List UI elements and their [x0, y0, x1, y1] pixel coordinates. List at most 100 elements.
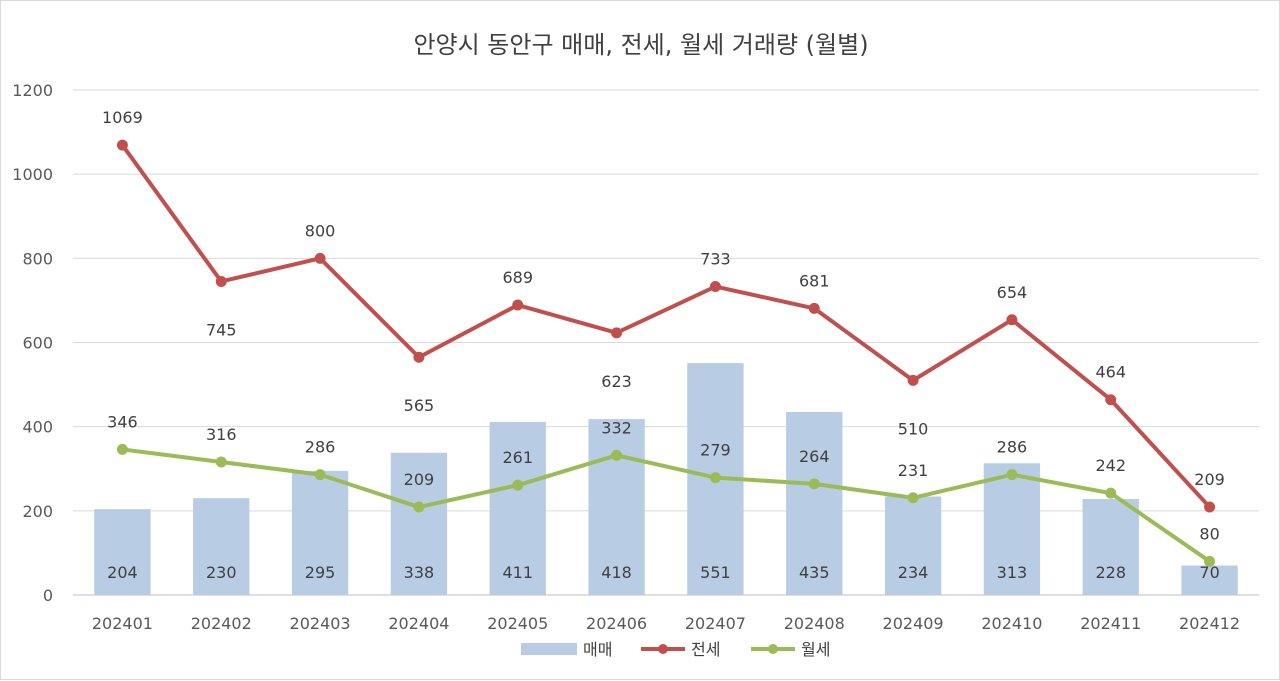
line-data-label: 1069 — [102, 108, 143, 127]
line-data-label: 286 — [997, 438, 1028, 457]
x-tick-label: 202407 — [685, 614, 746, 633]
bar — [884, 496, 942, 595]
legend: 매매 전세 월세 — [521, 640, 830, 659]
legend-label: 전세 — [691, 640, 720, 659]
legend-label: 매매 — [583, 640, 612, 659]
line-data-label: 346 — [107, 412, 138, 431]
line-series-group: 1069 745 800 565 689 623 733 681 510 654 464 209 346… — [102, 108, 1225, 567]
x-tick-label: 202406 — [586, 614, 647, 633]
y-tick-label: 600 — [22, 334, 53, 353]
line-point — [215, 456, 227, 468]
bar-data-label: 418 — [601, 563, 632, 582]
bar-data-label: 204 — [107, 563, 138, 582]
bar-series-group: 204 230 295 338 411 418 551 435 234 313 228 70 — [94, 363, 1238, 595]
legend-marker — [768, 644, 778, 654]
line-data-label: 231 — [898, 461, 929, 480]
bar — [489, 422, 546, 595]
line-point — [611, 449, 623, 461]
x-tick-label: 202408 — [784, 614, 845, 633]
x-tick-label: 202410 — [981, 614, 1042, 633]
x-tick-label: 202402 — [191, 614, 252, 633]
bar — [588, 419, 645, 595]
bar-data-label: 234 — [898, 563, 929, 582]
x-tick-label: 202404 — [388, 614, 449, 633]
bar-data-label: 551 — [700, 563, 731, 582]
y-axis: 0 200 400 600 800 1000 1200 — [12, 81, 53, 605]
line-data-label: 264 — [799, 447, 830, 466]
line-series — [120, 143, 1212, 510]
y-tick-label: 1000 — [12, 165, 53, 184]
line-point — [709, 472, 721, 484]
line-data-label: 681 — [799, 271, 830, 290]
bar — [193, 498, 250, 595]
line-data-label: 733 — [700, 250, 731, 269]
bar-data-label: 295 — [305, 563, 336, 582]
line-data-label: 80 — [1199, 524, 1219, 543]
y-tick-label: 800 — [22, 249, 53, 268]
line-point — [907, 374, 919, 386]
line-point — [1204, 555, 1216, 567]
bar-data-label: 230 — [206, 563, 237, 582]
line-data-label: 279 — [700, 441, 731, 460]
x-tick-label: 202411 — [1080, 614, 1141, 633]
line-point — [512, 479, 524, 491]
x-tick-label: 202401 — [92, 614, 153, 633]
legend-marker — [658, 644, 668, 654]
line-point — [314, 252, 326, 264]
x-tick-label: 202412 — [1179, 614, 1240, 633]
bar — [94, 509, 151, 595]
line-data-label: 209 — [1194, 470, 1225, 489]
bar — [983, 463, 1041, 595]
y-tick-label: 1200 — [12, 81, 53, 100]
bar-data-label: 70 — [1199, 563, 1219, 582]
bar — [786, 411, 843, 595]
bar-data-label: 435 — [799, 563, 830, 582]
bar-data-label: 228 — [1095, 563, 1126, 582]
legend-swatch — [521, 643, 577, 655]
line-point — [808, 478, 820, 490]
line-data-label: 332 — [601, 418, 632, 437]
line-point — [709, 281, 721, 293]
bar-data-label: 338 — [404, 563, 435, 582]
chart-title: 안양시 동안구 매매, 전세, 월세 거래량 (월별) — [413, 31, 868, 59]
line-point — [413, 351, 425, 363]
y-tick-label: 200 — [22, 502, 53, 521]
line-point — [512, 299, 524, 311]
line-point — [611, 327, 623, 339]
x-axis: 202401 202402 202403 202404 202405 202406 2024… — [92, 614, 1240, 633]
line-point — [1105, 394, 1117, 406]
x-tick-label: 202409 — [883, 614, 944, 633]
line-point — [215, 275, 227, 287]
line-point — [1204, 501, 1216, 513]
line-data-label: 689 — [502, 268, 533, 287]
legend-label: 월세 — [801, 640, 830, 659]
gridlines — [73, 89, 1259, 596]
line-point — [116, 139, 128, 151]
line-data-label: 565 — [404, 396, 435, 415]
bar — [1181, 565, 1238, 595]
line-point — [808, 302, 820, 314]
line-data-label: 745 — [206, 320, 237, 339]
line-data-label: 316 — [206, 425, 237, 444]
line-data-label: 800 — [305, 221, 336, 240]
line-series — [120, 447, 1212, 564]
x-tick-label: 202403 — [290, 614, 351, 633]
y-tick-label: 400 — [22, 418, 53, 437]
x-tick-label: 202405 — [487, 614, 548, 633]
bar — [1082, 499, 1139, 595]
line-point — [1006, 469, 1018, 481]
line-point — [413, 501, 425, 513]
line-data-label: 623 — [601, 372, 632, 391]
line-data-label: 654 — [997, 283, 1028, 302]
line-point — [1006, 314, 1018, 326]
line-data-label: 464 — [1095, 363, 1126, 382]
line-point — [1105, 487, 1117, 499]
line-data-label: 286 — [305, 438, 336, 457]
line-point — [314, 469, 326, 481]
bar-data-label: 411 — [502, 563, 533, 582]
bar-data-label: 313 — [997, 563, 1028, 582]
bar — [291, 470, 349, 595]
line-data-label: 209 — [404, 470, 435, 489]
